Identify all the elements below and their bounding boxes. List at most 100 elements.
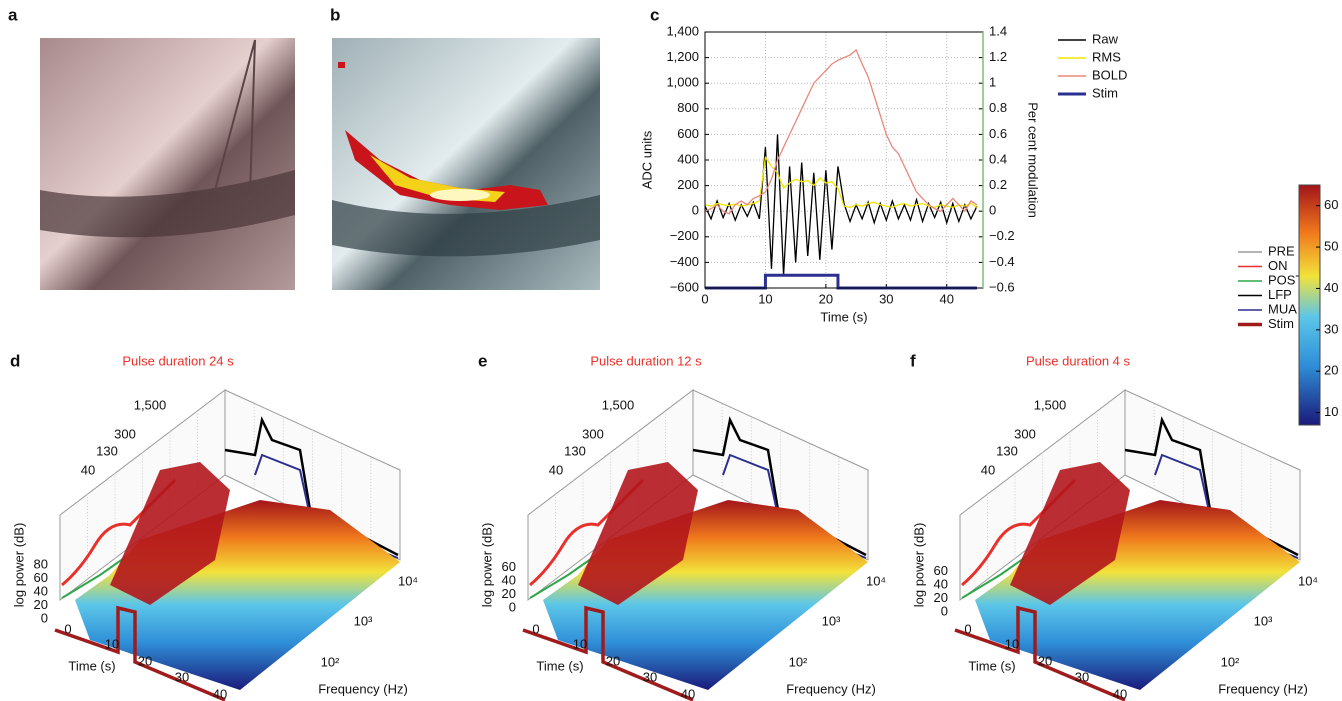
colorbar-label: 10 [1324,404,1338,419]
legend-label: RMS [1092,49,1121,64]
panel-title: Pulse duration 12 s [590,353,702,368]
y-tick-label: 10⁴ [398,573,418,588]
legend-label: LFP [1268,287,1292,302]
y2-tick-label: 0 [989,203,996,218]
stim-trace [54,605,226,701]
y-tick-label: 600 [677,126,699,141]
activation [345,130,548,210]
series-line [704,134,978,276]
y2-axis-label: Per cent modulation [1026,102,1041,218]
image-feature [40,170,295,238]
x-tick-label: 20 [819,291,833,306]
panel-title: Pulse duration 24 s [122,353,234,368]
x-tick-label: 40 [681,686,695,701]
colorbar-label: 30 [1324,321,1338,336]
z-tick-label: 60 [502,559,516,574]
band-label: 300 [582,426,604,441]
legend-label: MUA [1268,301,1297,316]
x-tick-label: 20 [1038,653,1052,668]
colorbar-label: 20 [1324,363,1338,378]
stim-trace [522,605,694,701]
panel-letter: e [478,351,487,370]
y-axis-label: Frequency (Hz) [318,681,408,696]
colorbar-label: 60 [1324,197,1338,212]
z-tick-label: 20 [502,586,516,601]
y-tick-label: 200 [677,177,699,192]
z-tick-label: 60 [934,563,948,578]
trace-on [61,478,177,587]
z-tick-label: 40 [502,572,516,587]
panel-a: a [8,5,295,290]
surface-peak [1010,462,1130,605]
x-tick-label: 30 [879,291,893,306]
y2-tick-label: 0.2 [989,177,1007,192]
y-tick-label: 10³ [1254,613,1273,628]
image-feature [213,39,256,197]
z-tick-label: 60 [34,570,48,585]
y2-tick-label: −0.6 [989,279,1015,294]
colorbar-label: 50 [1324,239,1338,254]
y-tick-label: 10⁴ [1298,573,1318,588]
band-label: 1,500 [1034,397,1067,412]
y-tick-label: 0 [692,203,699,218]
panel-letter: b [330,5,340,24]
y2-tick-label: 0.8 [989,100,1007,115]
z-axis-label: log power (dB) [11,523,26,608]
x-tick-label: 10 [758,291,772,306]
x-tick-label: 0 [532,621,539,636]
z-tick-label: 0 [41,610,48,625]
x-tick-label: 40 [1113,686,1127,701]
band-label: 130 [996,443,1018,458]
x-axis-label: Time (s) [968,658,1015,673]
legend-label: BOLD [1092,67,1127,82]
band-label: 1,500 [602,397,635,412]
panel-letter: c [650,5,659,24]
stim-trace [954,605,1126,701]
series-line [704,48,978,215]
z-tick-label: 80 [34,556,48,571]
y-tick-label: 10² [1221,654,1240,669]
band-label: 1,500 [134,397,167,412]
y-tick-label: 1,400 [666,23,699,38]
legend-label: ON [1268,258,1288,273]
y2-tick-label: 0.4 [989,151,1007,166]
panel-letter: d [10,351,20,370]
panel-letter: a [8,5,18,24]
y2-tick-label: 0.6 [989,126,1007,141]
z-tick-label: 0 [941,603,948,618]
series-line [705,273,977,290]
x-tick-label: 20 [138,653,152,668]
colorbar [1298,184,1321,426]
surface-peak [578,462,698,605]
y-axis-label: Frequency (Hz) [786,681,876,696]
y-axis-label: ADC units [639,130,654,189]
z-tick-label: 20 [934,590,948,605]
band-label: 40 [81,462,95,477]
y-tick-label: 10² [321,654,340,669]
colorbar-label: 40 [1324,280,1338,295]
band-label: 40 [549,462,563,477]
surface-panel: d Pulse duration 24 s log power (dB) 0 20 40 6… [10,351,418,701]
image-a [40,38,295,290]
band-label: 300 [114,426,136,441]
y-tick-label: −400 [670,254,699,269]
x-tick-label: 30 [1075,669,1089,684]
x-tick-label: 10 [573,636,587,651]
surface-peak [110,462,230,605]
y-tick-label: 10³ [822,613,841,628]
legend-label: POST [1268,272,1303,287]
y2-tick-label: −0.2 [989,228,1015,243]
y-tick-label: 800 [677,100,699,115]
band-label: 130 [96,443,118,458]
x-tick-label: 10 [105,636,119,651]
y-tick-label: −200 [670,228,699,243]
y-axis-label: Frequency (Hz) [1218,681,1308,696]
y-tick-label: −600 [670,279,699,294]
y-tick-label: 1,200 [666,49,699,64]
x-tick-label: 0 [701,291,708,306]
y-tick-label: 1,000 [666,75,699,90]
legend-label: Raw [1092,31,1119,46]
x-tick-label: 0 [64,621,71,636]
band-label: 300 [1014,426,1036,441]
